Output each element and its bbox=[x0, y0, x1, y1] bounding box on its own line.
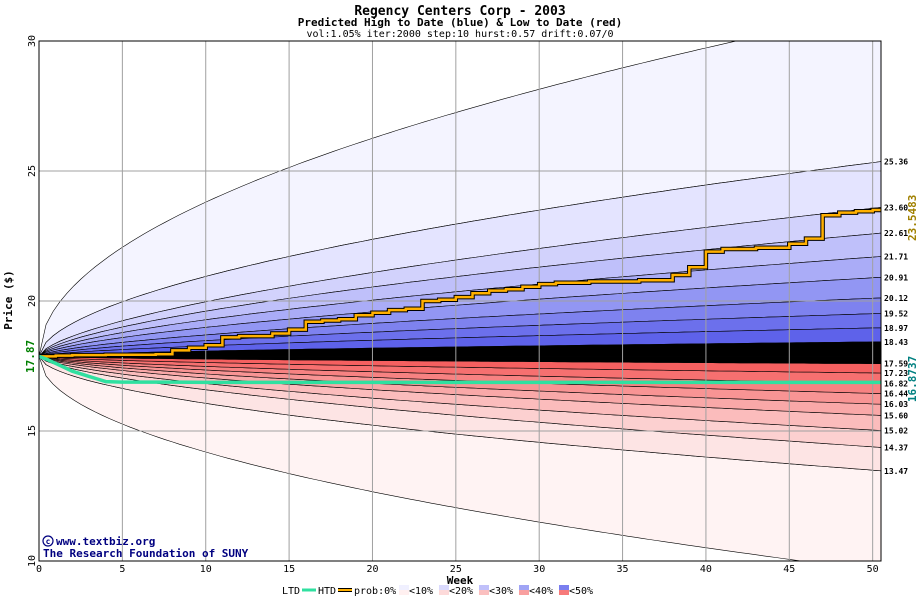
y-tick-label: 10 bbox=[27, 555, 38, 567]
legend-label: <50% bbox=[569, 586, 593, 597]
band-end-label: 25.36 bbox=[884, 158, 908, 167]
htd-line bbox=[39, 208, 881, 358]
chart-title: Regency Centers Corp - 2003 bbox=[354, 4, 565, 19]
plot-border bbox=[38, 40, 882, 562]
band-end-label: 22.61 bbox=[884, 229, 908, 238]
y-axis-ticks: 10 15 20 25 30 bbox=[27, 35, 38, 567]
legend-label: HTD bbox=[318, 586, 336, 597]
series-lines bbox=[39, 207, 881, 385]
credit: c www.textbiz.org The Research Foundatio… bbox=[42, 535, 249, 560]
credit-org: The Research Foundation of SUNY bbox=[43, 547, 249, 560]
band-end-label: 17.59 bbox=[884, 360, 908, 369]
probability-bands bbox=[39, 41, 881, 561]
y-axis-label: Price ($) bbox=[2, 270, 15, 330]
legend: LTD HTD prob:0% <10% <20% <30% <40% <50% bbox=[282, 585, 593, 597]
legend-swatch-red bbox=[559, 590, 569, 595]
y-tick-label: 20 bbox=[27, 295, 38, 307]
band-end-label: 14.37 bbox=[884, 443, 908, 452]
x-tick-label: 40 bbox=[700, 564, 712, 575]
x-tick-label: 30 bbox=[533, 564, 545, 575]
x-tick-label: 25 bbox=[450, 564, 462, 575]
band-end-label: 18.43 bbox=[884, 338, 908, 347]
band-end-label: 23.60 bbox=[884, 203, 908, 212]
legend-label: <30% bbox=[489, 586, 513, 597]
band-end-label: 15.02 bbox=[884, 426, 908, 435]
copyright-icon bbox=[42, 535, 54, 547]
x-tick-label: 10 bbox=[200, 564, 212, 575]
legend-swatch-red bbox=[479, 590, 489, 595]
x-tick-label: 5 bbox=[119, 564, 125, 575]
band-end-label: 18.97 bbox=[884, 324, 908, 333]
legend-label: <20% bbox=[449, 586, 473, 597]
chart-params: vol:1.05% iter:2000 step:10 hurst:0.57 d… bbox=[306, 29, 613, 40]
ltd-end-label: 16.8737 bbox=[906, 356, 919, 402]
x-tick-label: 0 bbox=[36, 564, 42, 575]
chart-subtitle: Predicted High to Date (blue) & Low to D… bbox=[298, 16, 623, 29]
ltd-line bbox=[39, 354, 881, 385]
band-end-label: 16.44 bbox=[884, 390, 908, 399]
x-tick-label: 35 bbox=[617, 564, 629, 575]
legend-swatch-red bbox=[519, 590, 529, 595]
band-end-label: 20.12 bbox=[884, 294, 908, 303]
y-tick-label: 25 bbox=[27, 165, 38, 177]
legend-label: <40% bbox=[529, 586, 553, 597]
y-tick-label: 30 bbox=[27, 35, 38, 47]
y-tick-label: 15 bbox=[27, 425, 38, 437]
x-tick-label: 20 bbox=[366, 564, 378, 575]
band-end-label: 16.03 bbox=[884, 400, 908, 409]
credit-url: www.textbiz.org bbox=[56, 535, 155, 548]
legend-swatch-red bbox=[399, 590, 409, 595]
legend-label: LTD bbox=[282, 586, 300, 597]
legend-swatch-blue bbox=[399, 585, 409, 590]
band-end-label: 17.23 bbox=[884, 369, 908, 378]
band-end-label: 20.91 bbox=[884, 273, 908, 282]
legend-swatch-blue bbox=[439, 585, 449, 590]
band-end-label: 19.52 bbox=[884, 309, 908, 318]
x-tick-label: 50 bbox=[867, 564, 879, 575]
legend-swatch-red bbox=[439, 590, 449, 595]
low-band-9 bbox=[39, 356, 881, 365]
x-axis-label: Week bbox=[447, 574, 474, 587]
x-tick-label: 15 bbox=[283, 564, 295, 575]
htd-end-label: 23.5483 bbox=[906, 195, 919, 241]
start-price-label: 17.87 bbox=[24, 340, 37, 373]
band-end-label: 16.82 bbox=[884, 380, 908, 389]
legend-swatch-blue bbox=[479, 585, 489, 590]
x-tick-label: 45 bbox=[783, 564, 795, 575]
x-axis-ticks: 0 5 10 15 20 25 30 35 40 45 50 bbox=[36, 564, 879, 575]
legend-swatch-blue bbox=[519, 585, 529, 590]
band-end-label: 15.60 bbox=[884, 411, 908, 420]
legend-label: prob:0% bbox=[354, 586, 396, 597]
legend-label: <10% bbox=[409, 586, 433, 597]
band-end-label: 13.47 bbox=[884, 467, 908, 476]
band-end-labels: 25.36 23.60 22.61 21.71 20.91 20.12 19.52 18.97… bbox=[884, 158, 908, 476]
band-end-label: 21.71 bbox=[884, 253, 908, 262]
copyright-c: c bbox=[46, 537, 51, 546]
legend-swatch-blue bbox=[559, 585, 569, 590]
